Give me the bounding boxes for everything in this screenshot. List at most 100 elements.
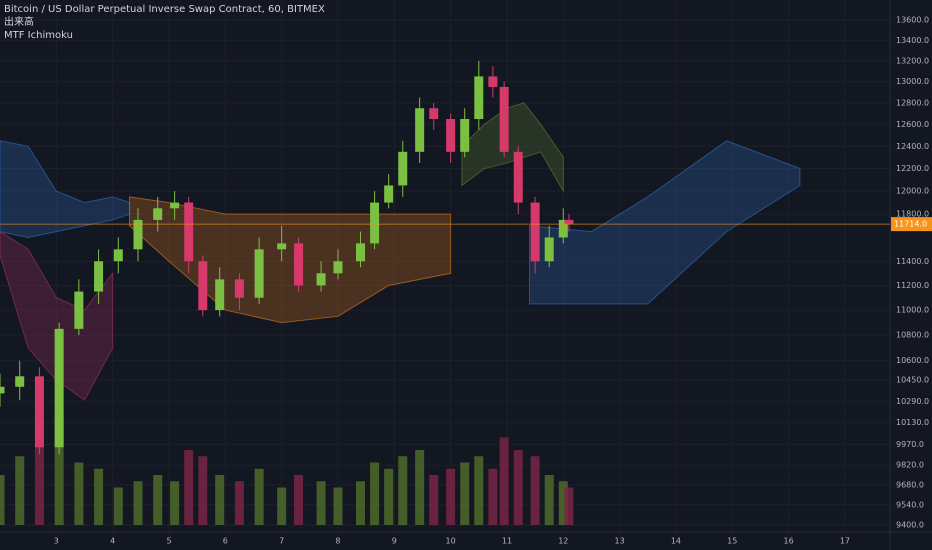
candle-body	[215, 279, 225, 311]
y-tick-label: 9540.0	[896, 500, 924, 509]
y-tick-label: 10450.0	[896, 376, 929, 385]
y-tick-label: 11200.0	[896, 281, 929, 290]
volume-bar	[488, 468, 498, 525]
volume-bar	[474, 456, 484, 525]
volume-bar	[34, 425, 44, 525]
y-tick-label: 9970.0	[896, 440, 924, 449]
ichimoku-cloud	[528, 140, 801, 305]
y-tick-label: 9820.0	[896, 461, 924, 470]
candle-body	[153, 208, 163, 220]
candle-body	[15, 376, 25, 387]
candle-body	[398, 151, 408, 186]
candle-body	[544, 237, 554, 262]
candle-body	[429, 108, 439, 120]
ichimoku-cloud	[0, 231, 114, 401]
volume-bar	[294, 475, 304, 525]
y-tick-label: 10290.0	[896, 397, 929, 406]
candle-body	[316, 273, 326, 286]
x-tick-label: 14	[671, 537, 681, 546]
volume-bar	[234, 481, 244, 525]
y-tick-label: 11000.0	[896, 306, 929, 315]
volume-bar	[113, 487, 123, 525]
volume-bar	[415, 450, 425, 525]
y-tick-label: 9400.0	[896, 521, 924, 530]
volume-bar	[446, 468, 456, 525]
volume-bar	[544, 475, 554, 525]
candle-body	[277, 243, 287, 250]
candle-body	[34, 376, 44, 448]
candle-body	[94, 261, 104, 292]
y-tick-label: 13400.0	[896, 36, 929, 45]
y-tick-label: 9680.0	[896, 480, 924, 489]
candle-body	[513, 151, 523, 203]
volume-bar	[198, 456, 208, 525]
candle-body	[74, 291, 84, 329]
candle-body	[170, 202, 180, 209]
y-tick-label: 11400.0	[896, 257, 929, 266]
candle-body	[0, 386, 5, 394]
candle-body	[113, 249, 123, 262]
y-tick-label: 10130.0	[896, 418, 929, 427]
volume-bar	[316, 481, 326, 525]
volume-bar	[94, 468, 104, 525]
x-tick-label: 8	[335, 537, 340, 546]
volume-bar	[398, 456, 408, 525]
y-tick-label: 12800.0	[896, 98, 929, 107]
x-tick-label: 5	[166, 537, 171, 546]
y-tick-label: 13600.0	[896, 16, 929, 25]
volume-bar	[153, 475, 163, 525]
candle-body	[499, 86, 509, 152]
y-tick-label: 13000.0	[896, 77, 929, 86]
volume-bar	[74, 462, 84, 525]
candle-body	[564, 219, 574, 225]
volume-bar	[15, 456, 25, 525]
volume-bar	[370, 462, 380, 525]
x-tick-label: 10	[446, 537, 456, 546]
candle-body	[384, 185, 394, 203]
candle-body	[356, 243, 366, 262]
x-tick-label: 7	[279, 537, 284, 546]
x-tick-label: 4	[110, 537, 115, 546]
candle-body	[333, 261, 343, 274]
x-tick-label: 12	[558, 537, 568, 546]
candle-body	[184, 202, 194, 262]
candle-body	[54, 328, 64, 448]
candle-body	[558, 219, 568, 238]
volume-bar	[499, 437, 509, 525]
chart-title: Bitcoin / US Dollar Perpetual Inverse Sw…	[4, 4, 325, 15]
volume-bar	[170, 481, 180, 525]
candle-body	[530, 202, 540, 262]
x-tick-label: 11	[502, 537, 512, 546]
volume-bar	[133, 481, 143, 525]
candle-body	[133, 219, 143, 250]
candle-body	[446, 119, 456, 152]
volume-bar	[356, 481, 366, 525]
volume-bar	[0, 475, 5, 525]
candle-body	[370, 202, 380, 244]
volume-bar	[564, 487, 574, 525]
last-price-label: 11714.0	[894, 220, 927, 229]
x-tick-label: 3	[54, 537, 59, 546]
y-tick-label: 11800.0	[896, 210, 929, 219]
volume-label: 出来高	[4, 15, 34, 28]
x-tick-label: 6	[223, 537, 228, 546]
volume-bar	[277, 487, 287, 525]
x-tick-label: 16	[784, 537, 794, 546]
y-tick-label: 12600.0	[896, 120, 929, 129]
y-tick-label: 12000.0	[896, 187, 929, 196]
last-price-tag	[891, 217, 932, 232]
y-tick-label: 12400.0	[896, 142, 929, 151]
volume-bar	[184, 450, 194, 525]
candle-body	[294, 243, 304, 286]
x-tick-label: 15	[727, 537, 737, 546]
x-tick-label: 17	[840, 537, 850, 546]
y-tick-label: 12200.0	[896, 164, 929, 173]
x-tick-label: 9	[392, 537, 397, 546]
candle-body	[488, 76, 498, 87]
y-tick-label: 10600.0	[896, 356, 929, 365]
volume-bar	[429, 475, 439, 525]
candle-body	[198, 261, 208, 311]
